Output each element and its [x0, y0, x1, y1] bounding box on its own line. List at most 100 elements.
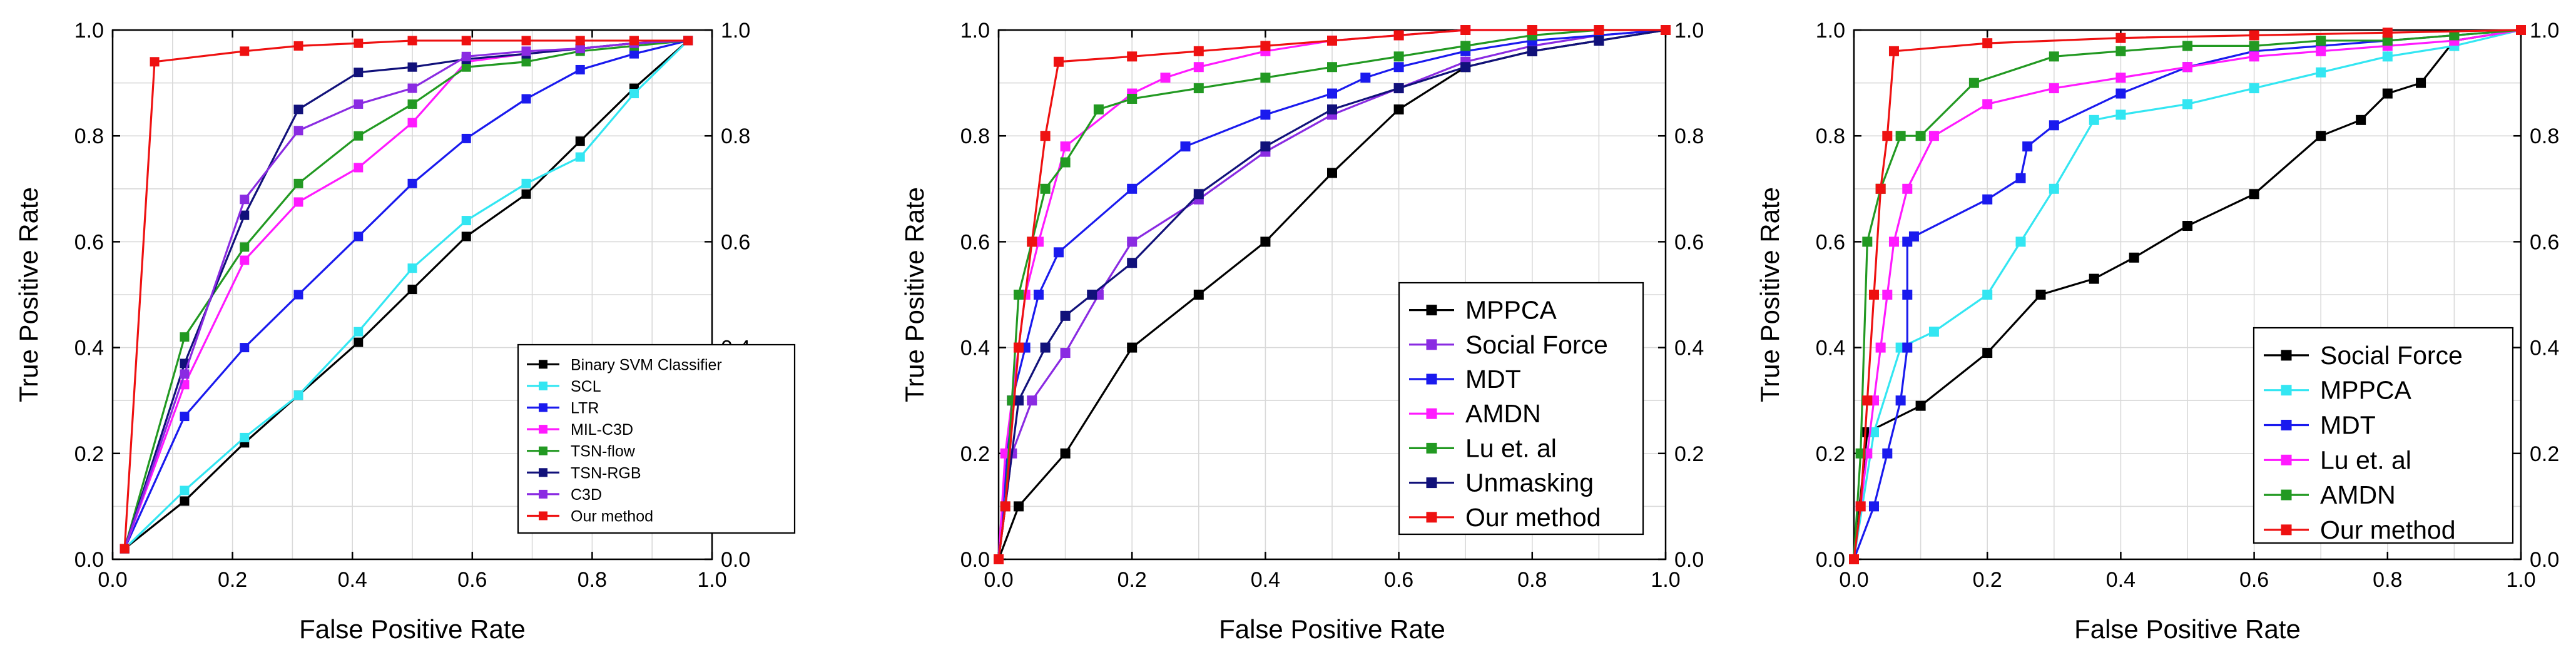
- data-point: [2182, 62, 2192, 73]
- data-point: [2089, 273, 2099, 284]
- x-axis-title: False Positive Rate: [1219, 614, 1445, 644]
- y-tick-label: 0.0: [74, 548, 104, 572]
- right-y-tick-label: 0.6: [721, 230, 750, 254]
- data-point: [1060, 310, 1071, 321]
- data-point: [2049, 183, 2059, 194]
- data-point: [1040, 342, 1051, 353]
- right-y-tick-label: 0.0: [721, 548, 750, 572]
- legend-label: Binary SVM Classifier: [571, 356, 722, 373]
- data-point: [2249, 83, 2259, 94]
- data-point: [2115, 33, 2126, 43]
- data-point: [293, 126, 303, 136]
- legend: Binary SVM Classifier SCL LTR MIL-C3D TSN-fl…: [517, 343, 796, 534]
- data-point: [1193, 46, 1204, 56]
- roc-panel-3: 0.0 0.2 0.4 0.6 0.8 1.00.00.20.40.60.81.00.00…: [1755, 19, 2559, 644]
- data-point: [1093, 104, 1104, 114]
- data-point: [354, 231, 364, 241]
- right-y-tick-label: 1.0: [1674, 19, 1704, 43]
- data-point: [683, 36, 693, 46]
- data-point: [1908, 231, 1919, 241]
- data-point: [521, 94, 531, 104]
- y-axis-title: True Positive Rate: [1755, 187, 1784, 402]
- data-point: [1895, 131, 1906, 141]
- data-point: [1327, 168, 1337, 178]
- data-point: [521, 189, 531, 199]
- roc-panels: 0.0 0.2 0.4 0.6 0.8 1.00.00.20.40.60.81.00.00…: [14, 19, 2559, 644]
- right-y-tick-label: 1.0: [2530, 19, 2559, 43]
- series-amdn: [1849, 25, 2526, 564]
- legend-label: MPPCA: [2320, 376, 2411, 405]
- data-point: [1982, 348, 1993, 358]
- x-tick-label: 1.0: [697, 568, 726, 592]
- data-point: [575, 136, 585, 146]
- data-point: [1260, 236, 1271, 247]
- data-point: [240, 46, 250, 56]
- x-tick-label: 0.0: [984, 568, 1013, 592]
- data-point: [2449, 30, 2460, 41]
- data-point: [240, 255, 250, 265]
- data-point: [180, 496, 190, 506]
- data-point: [2115, 88, 2126, 99]
- data-point: [1260, 141, 1271, 152]
- x-tick-label: 0.2: [1117, 568, 1147, 592]
- data-point: [293, 290, 303, 300]
- data-point: [2182, 41, 2192, 51]
- data-point: [1193, 62, 1204, 73]
- data-point: [1327, 104, 1337, 114]
- y-tick-label: 1.0: [1816, 19, 1845, 43]
- data-point: [407, 62, 417, 72]
- data-point: [1393, 104, 1404, 114]
- data-point: [1193, 290, 1204, 300]
- data-point: [150, 57, 160, 67]
- data-point: [461, 36, 471, 46]
- x-axis-title: False Positive Rate: [299, 614, 526, 644]
- legend-marker: [539, 489, 547, 499]
- data-point: [1902, 290, 1913, 300]
- data-point: [407, 285, 417, 295]
- data-point: [407, 118, 417, 128]
- data-point: [1327, 62, 1337, 73]
- legend-marker: [539, 403, 547, 412]
- data-point: [1013, 501, 1024, 512]
- y-axis-title: True Positive Rate: [900, 187, 929, 402]
- x-tick-label: 0.4: [1251, 568, 1280, 592]
- data-point: [180, 485, 190, 495]
- data-point: [2382, 28, 2393, 38]
- right-y-tick-label: 0.0: [1674, 548, 1704, 572]
- data-point: [240, 242, 250, 252]
- series-line: [1853, 29, 2522, 560]
- data-point: [1127, 51, 1138, 62]
- legend-marker: [2281, 385, 2292, 396]
- legend-marker: [539, 446, 547, 455]
- data-point: [2249, 30, 2259, 41]
- y-tick-label: 0.2: [1816, 442, 1845, 466]
- legend-marker: [539, 381, 547, 390]
- data-point: [1875, 183, 1886, 194]
- x-tick-label: 0.6: [1384, 568, 1413, 592]
- y-tick-label: 0.6: [960, 230, 990, 254]
- y-tick-label: 0.8: [74, 124, 104, 148]
- data-point: [1060, 348, 1071, 358]
- x-tick-label: 0.8: [1517, 568, 1547, 592]
- x-tick-label: 0.8: [578, 568, 607, 592]
- x-tick-label: 0.6: [457, 568, 487, 592]
- data-point: [1915, 400, 1926, 411]
- data-point: [1915, 131, 1926, 141]
- data-point: [1460, 25, 1471, 35]
- data-point: [461, 216, 471, 226]
- data-point: [1882, 131, 1893, 141]
- legend-label: Social Force: [2320, 341, 2463, 370]
- data-point: [407, 263, 417, 273]
- data-point: [2316, 35, 2326, 46]
- legend-marker: [1426, 477, 1437, 489]
- data-point: [1527, 25, 1537, 35]
- y-tick-label: 1.0: [74, 19, 104, 43]
- series-line: [1853, 29, 2522, 560]
- data-point: [2115, 109, 2126, 120]
- data-point: [407, 99, 417, 109]
- x-tick-label: 1.0: [1651, 568, 1680, 592]
- x-tick-label: 0.8: [2373, 568, 2402, 592]
- data-point: [521, 46, 531, 56]
- data-point: [2356, 114, 2366, 125]
